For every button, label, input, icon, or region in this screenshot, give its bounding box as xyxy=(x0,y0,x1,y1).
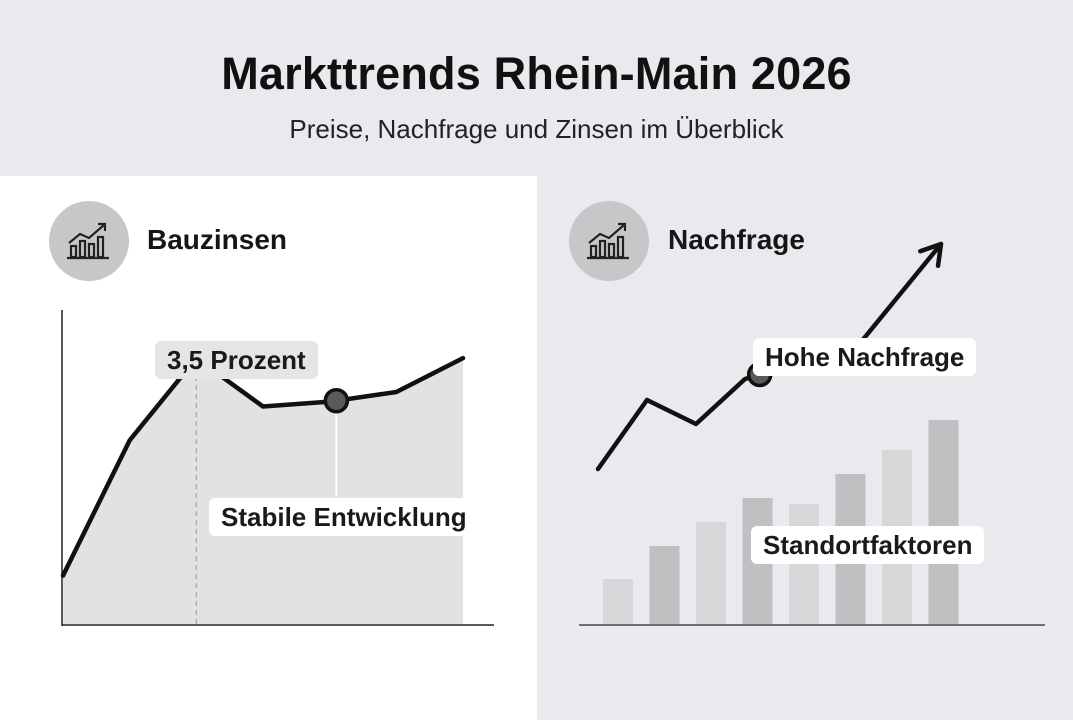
annotation-3-5-prozent: 3,5 Prozent xyxy=(155,341,318,379)
page-title: Markttrends Rhein-Main 2026 xyxy=(221,48,852,99)
trend-arrow-head xyxy=(917,241,944,269)
chart-growth-icon xyxy=(569,201,649,281)
demand-bar-8 xyxy=(928,420,959,624)
bauzinsen-chart xyxy=(60,310,494,626)
demand-bar-2 xyxy=(649,546,680,624)
data-marker-2 xyxy=(323,387,350,414)
panel-title-bauzinsen: Bauzinsen xyxy=(147,224,288,255)
panel-nachfrage: Nachfrage Hohe Nachfrage Standortfaktore… xyxy=(537,176,1073,720)
demand-bar-3 xyxy=(696,522,726,624)
panel-title-nachfrage: Nachfrage xyxy=(668,224,805,255)
nachfrage-chart xyxy=(579,241,1045,626)
panel-bauzinsen: Bauzinsen 3,5 Prozent Stabile Entwicklun… xyxy=(0,176,537,720)
annotation-hohe-nachfrage: Hohe Nachfrage xyxy=(753,338,977,376)
bauzinsen-area xyxy=(63,358,463,624)
bauzinsen-line xyxy=(60,355,466,578)
annotation-standortfaktoren: Standortfaktoren xyxy=(751,526,985,564)
demand-bar-1 xyxy=(603,579,633,624)
chart-growth-icon xyxy=(49,201,129,281)
page-subtitle: Preise, Nachfrage und Zinsen im Überblic… xyxy=(289,114,784,144)
header: Markttrends Rhein-Main 2026 Preise, Nach… xyxy=(0,0,1073,176)
annotation-stabile-entwicklung: Stabile Entwicklung xyxy=(209,498,479,536)
demand-bar-5 xyxy=(789,504,819,624)
